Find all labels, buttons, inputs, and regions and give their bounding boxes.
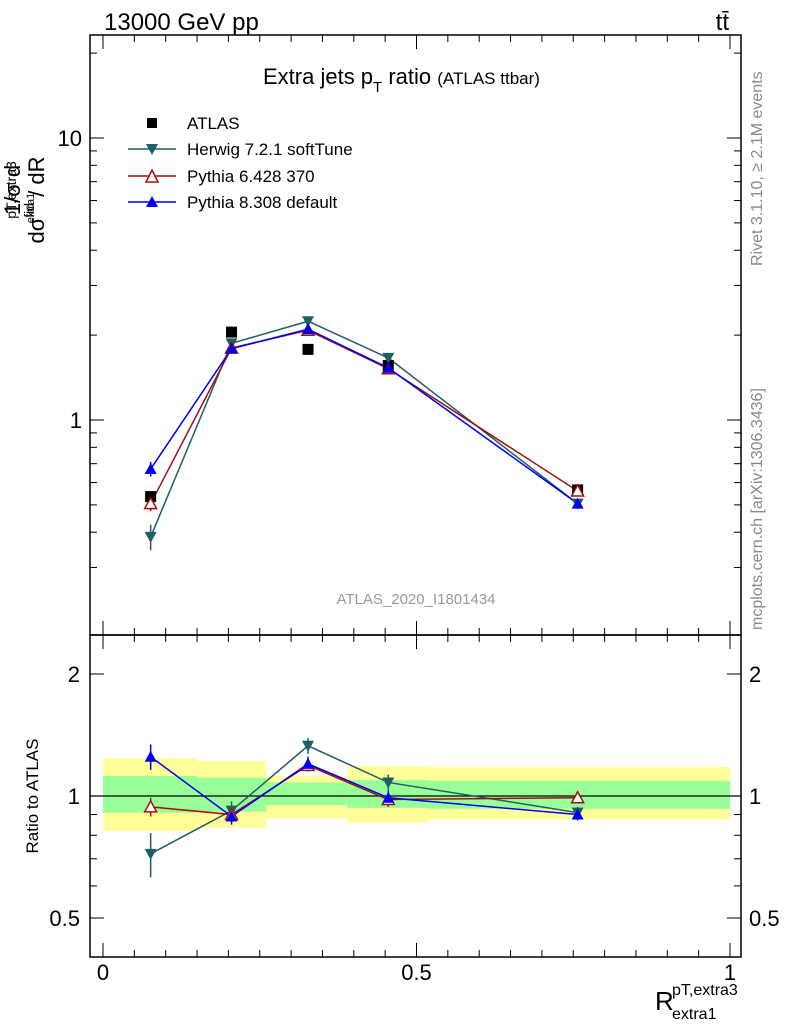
ratio-axis-ticks: 0.5 0.5 1 1 2 2 (49, 635, 780, 957)
main-point-herwig (302, 316, 315, 328)
ratio-point-pythia8 (571, 808, 584, 820)
main-axis-ticks: 1 10 (58, 35, 741, 635)
legend-label-atlas: ATLAS (187, 114, 240, 133)
xlabel-sup: pT,extra3 (672, 982, 738, 999)
ratio-ytick-label-left: 1 (68, 784, 80, 809)
main-ytick-label: 10 (58, 126, 82, 151)
ratio-ytick-label-left: 2 (68, 662, 80, 687)
ratio-point-herwig (144, 848, 157, 860)
ylabel-slash: / dR (24, 156, 49, 202)
main-ytick-label: 1 (70, 408, 82, 433)
main-point-pythia8 (382, 361, 395, 373)
mcplots-label: mcplots.cern.ch [arXiv:1306.3436] (749, 388, 766, 630)
legend-marker-herwig (146, 144, 158, 155)
x-tick-label: 0 (97, 960, 109, 985)
ylabel-sigma: σ (24, 217, 49, 231)
legend-label-herwig: Herwig 7.2.1 softTune (187, 140, 353, 159)
legend-marker-pythia6 (144, 168, 160, 183)
ratio-point-herwig (302, 740, 315, 752)
main-point-atlas (302, 343, 314, 355)
legend-label-pythia6: Pythia 6.428 370 (187, 167, 315, 186)
legend-marker-pythia8 (146, 196, 158, 207)
main-title-text: Extra jets p (263, 64, 373, 89)
x-tick-labels: 0 0.5 1 (97, 960, 736, 985)
rivet-label: Rivet 3.1.10, ≥ 2.1M events (749, 71, 766, 266)
x-axis-label: R pT,extra3 extra1 (655, 982, 738, 1023)
ratio-point-pythia8 (144, 750, 157, 762)
main-ylabel-sup: pT,extra3 (3, 161, 19, 219)
main-ylabel: dσfid / dR pT,extra3 extra1 (3, 156, 49, 243)
ratio-point-pythia8 (302, 757, 315, 769)
main-title-suffix: ratio (382, 64, 431, 89)
ratio-point-pythia8 (382, 791, 395, 803)
ratio-point-pythia6 (143, 799, 158, 813)
process-label: tt̄ (716, 9, 730, 36)
main-ylabel-prefix: 1/σ d (0, 165, 25, 215)
ylabel-fid: fid (21, 203, 37, 218)
main-point-pythia8 (144, 463, 157, 475)
ylabel-d: d (24, 231, 49, 243)
ratio-ytick-label-right: 2 (749, 662, 761, 687)
main-line-herwig (149, 320, 579, 538)
ratio-point-pythia6 (570, 790, 585, 804)
main-line-pythia8 (150, 328, 579, 505)
main-title: Extra jets pT ratio (ATLAS ttbar) (263, 64, 540, 96)
main-ylabel-text: dσfid / dR (21, 156, 49, 243)
legend-marker-atlas (147, 118, 157, 128)
ratio-series (143, 738, 585, 878)
main-point-atlas (226, 326, 238, 338)
energy-label: 13000 GeV pp (104, 9, 259, 36)
xlabel-main: R (655, 986, 674, 1016)
ratio-ytick-label-right: 0.5 (749, 906, 780, 931)
x-tick-label: 1 (724, 960, 736, 985)
analysis-id: ATLAS_2020_I1801434 (336, 591, 495, 608)
ratio-ylabel: Ratio to ATLAS (23, 739, 42, 854)
ratio-panel-bands (90, 758, 741, 831)
ratio-band-inner (266, 782, 348, 806)
main-series (143, 316, 585, 551)
legend: ATLAS Herwig 7.2.1 softTune Pythia 6.428… (128, 114, 353, 212)
ratio-point-herwig (382, 777, 395, 789)
legend-label-pythia8: Pythia 8.308 default (187, 193, 338, 212)
main-point-pythia6 (143, 496, 158, 510)
main-title-sub: T (373, 79, 382, 96)
ratio-ytick-label-left: 0.5 (49, 906, 80, 931)
main-point-pythia8 (302, 323, 315, 335)
main-point-pythia8 (225, 342, 238, 354)
x-tick-label: 0.5 (401, 960, 432, 985)
main-point-pythia6 (570, 483, 585, 497)
main-ylabel-sub: extra1 (25, 193, 37, 224)
main-title-paren: (ATLAS ttbar) (437, 69, 540, 88)
main-point-herwig (382, 352, 395, 364)
xlabel-sub: extra1 (672, 1006, 717, 1023)
ratio-ytick-label-right: 1 (749, 784, 761, 809)
main-point-pythia8 (571, 497, 584, 509)
ratio-point-pythia8 (225, 810, 238, 822)
main-point-herwig (144, 531, 157, 543)
